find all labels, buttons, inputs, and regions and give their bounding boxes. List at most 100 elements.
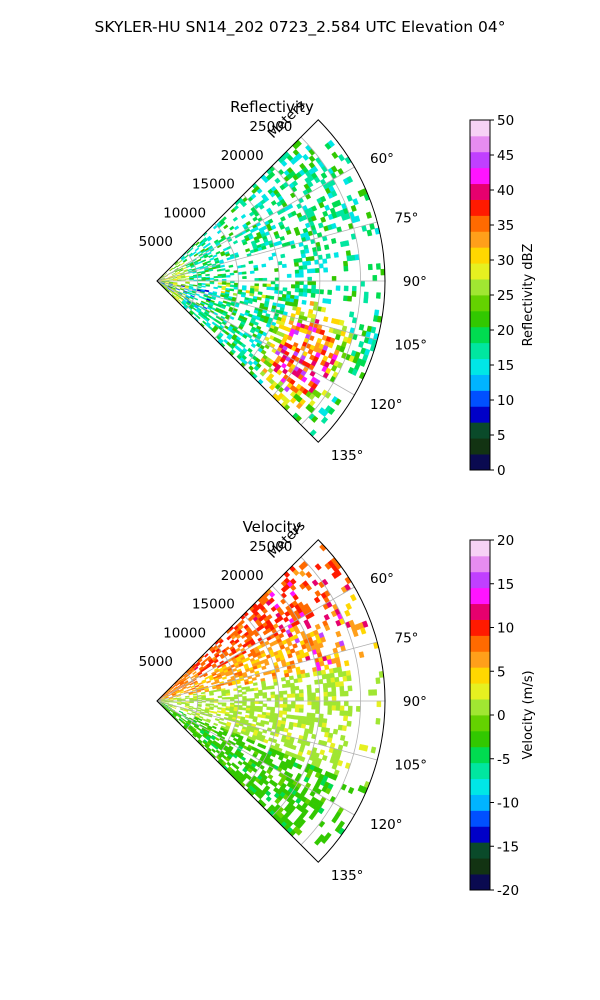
field-cell xyxy=(204,653,209,658)
field-cell xyxy=(234,696,239,700)
field-cell xyxy=(192,251,197,255)
field-cell xyxy=(221,282,227,285)
field-cell xyxy=(232,216,239,222)
field-cell xyxy=(213,659,219,664)
field-cell xyxy=(362,744,369,752)
field-cell xyxy=(264,720,270,725)
field-cell xyxy=(341,725,347,732)
field-cell xyxy=(177,279,182,281)
field-cell xyxy=(368,689,373,696)
field-cell xyxy=(315,687,320,693)
field-cell xyxy=(342,740,349,747)
field-cell xyxy=(320,416,329,425)
field-cell xyxy=(254,695,260,699)
field-cell xyxy=(343,240,350,247)
field-cell xyxy=(351,368,359,376)
field-cell xyxy=(294,287,300,293)
field-cell xyxy=(306,684,312,690)
field-cell xyxy=(298,269,304,274)
field-cell xyxy=(222,300,228,304)
field-cell xyxy=(311,579,319,587)
field-cell xyxy=(235,647,241,653)
field-cell xyxy=(270,694,276,699)
field-cell xyxy=(254,278,259,282)
field-cell xyxy=(321,754,328,762)
field-cell xyxy=(233,688,238,692)
field-cell xyxy=(164,278,170,280)
field-cell xyxy=(268,171,276,178)
field-cell xyxy=(207,263,212,267)
field-cell xyxy=(323,696,329,702)
colorbar-tick-label: 45 xyxy=(497,148,514,164)
field-cell xyxy=(343,285,349,292)
field-cell xyxy=(336,666,343,673)
field-cell xyxy=(185,278,190,280)
field-cell xyxy=(320,172,328,180)
field-cell xyxy=(274,286,280,291)
radius-gridline xyxy=(300,136,361,426)
field-cell xyxy=(256,296,262,301)
field-cell xyxy=(176,277,182,280)
colorbar-segment xyxy=(470,295,490,312)
field-cell xyxy=(319,289,324,295)
field-cell xyxy=(306,288,312,294)
field-cell xyxy=(355,705,361,712)
field-cell xyxy=(281,263,287,269)
field-cell xyxy=(295,280,300,285)
field-cell xyxy=(178,710,184,714)
field-cell xyxy=(253,687,259,692)
field-cell xyxy=(254,238,260,244)
field-cell xyxy=(343,700,349,707)
field-cell xyxy=(310,716,316,722)
field-cell xyxy=(334,676,340,683)
field-cell xyxy=(267,773,274,780)
field-cell xyxy=(299,280,304,286)
field-cell xyxy=(335,661,342,668)
field-cell xyxy=(298,715,304,721)
field-cell xyxy=(307,700,312,706)
field-cell xyxy=(247,360,254,366)
field-cell xyxy=(190,712,196,716)
field-cell xyxy=(282,690,288,695)
colorbar-segment xyxy=(470,858,490,875)
field-cell xyxy=(347,295,353,302)
field-cell xyxy=(296,763,303,770)
colorbar-tick-label: 10 xyxy=(497,393,514,409)
field-cell xyxy=(301,299,307,305)
field-cell xyxy=(217,320,223,326)
field-cell xyxy=(294,704,300,709)
radius-gridline xyxy=(300,556,361,846)
colorbar-segment xyxy=(470,715,490,732)
field-cell xyxy=(303,284,308,290)
field-cell xyxy=(359,359,367,367)
field-cell xyxy=(280,598,287,605)
field-cell xyxy=(280,253,286,259)
field-cell xyxy=(286,273,292,278)
field-cell xyxy=(207,237,213,242)
field-cell xyxy=(299,696,304,702)
field-cell xyxy=(375,263,381,270)
field-cell xyxy=(345,250,352,257)
field-cell xyxy=(306,260,312,266)
angle-gridline xyxy=(156,280,378,341)
colorbar-segment xyxy=(470,874,490,891)
field-cell xyxy=(322,718,328,724)
field-cell xyxy=(168,275,173,278)
colorbar-tick-label: 25 xyxy=(497,288,514,304)
field-cell xyxy=(254,692,259,697)
field-cell xyxy=(317,807,325,815)
field-cell xyxy=(274,290,280,295)
colorbar-tick-label: -20 xyxy=(497,883,519,899)
field-cell xyxy=(201,285,206,288)
field-cell xyxy=(315,700,321,706)
field-cell xyxy=(334,681,340,688)
field-cell xyxy=(358,340,365,348)
field-cell xyxy=(346,175,354,184)
field-cell xyxy=(229,284,235,288)
field-cell xyxy=(323,613,330,621)
field-cell xyxy=(264,661,270,667)
field-cell xyxy=(292,643,298,649)
field-cell xyxy=(299,693,304,698)
field-cell xyxy=(293,715,299,720)
colorbar-segment xyxy=(470,571,490,589)
